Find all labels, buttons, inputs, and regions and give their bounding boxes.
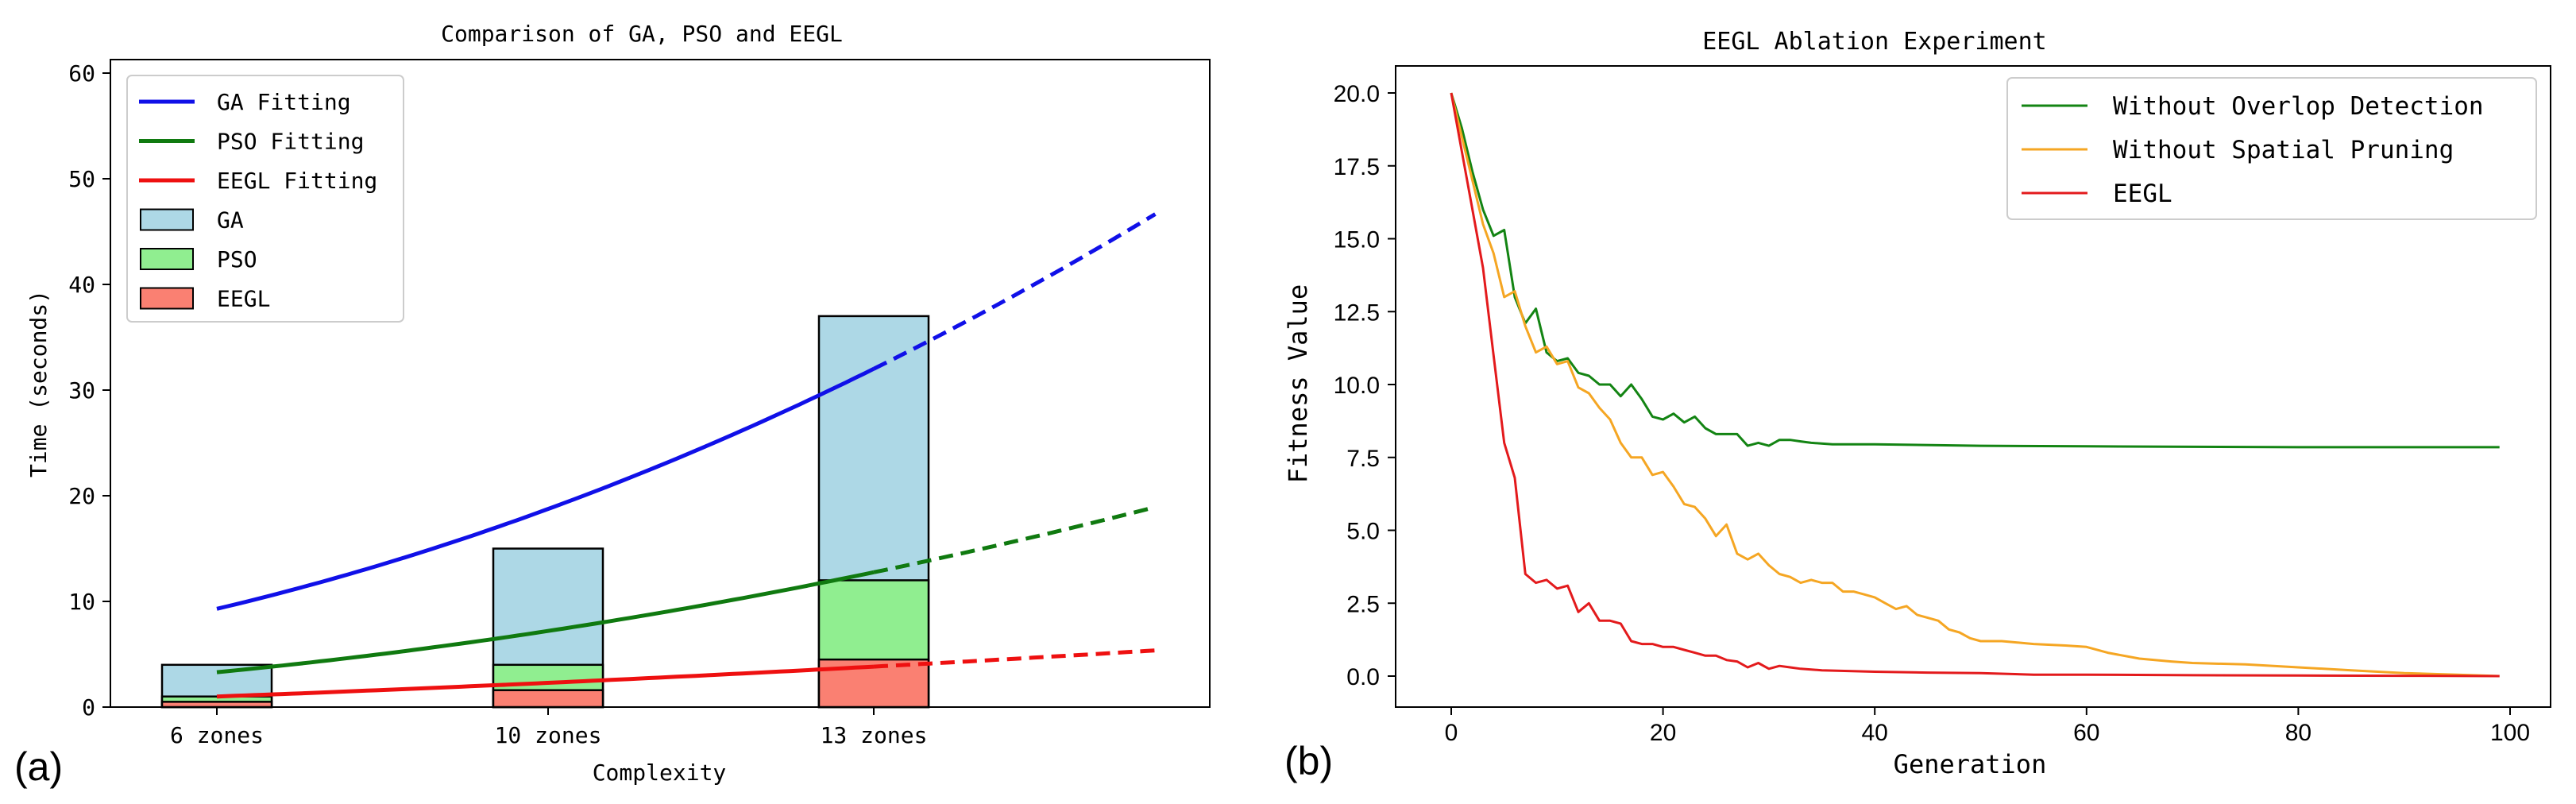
panel-b-axes-frame <box>1395 65 2551 708</box>
y-tick-label: 12.5 <box>1334 300 1380 326</box>
panel-b-plot-area <box>1450 92 2500 678</box>
x-tick-label: 10 zones <box>495 722 602 748</box>
legend-label: Without Overlop Detection <box>2113 92 2484 121</box>
legend-label: EEGL Fitting <box>217 168 377 194</box>
panel-b-x-ticks: 0 20 40 60 80 100 <box>1445 707 2530 746</box>
x-tick-label: 20 <box>1650 720 1676 746</box>
panel-b-label: (b) <box>1284 739 1333 783</box>
panel-a-legend: GA Fitting PSO Fitting EEGL Fitting GA PSO EE… <box>126 75 404 323</box>
y-tick-label: 5.0 <box>1346 519 1380 545</box>
x-tick-label: 0 <box>1445 720 1458 746</box>
series-line-eegl <box>1450 92 2500 678</box>
y-tick-label: 60 <box>68 60 95 87</box>
legend-frame <box>2006 77 2537 220</box>
x-tick-label: 13 zones <box>821 722 928 748</box>
legend-label: Without Spatial Pruning <box>2113 136 2454 164</box>
eegl-fitting-dashed <box>873 648 1156 669</box>
y-tick-label: 7.5 <box>1346 446 1380 472</box>
legend-bar-swatch <box>140 208 194 231</box>
x-tick-label: 40 <box>1862 720 1888 746</box>
y-tick-label: 40 <box>68 272 95 298</box>
y-tick-label: 10.0 <box>1334 373 1380 399</box>
ga-fitting-solid <box>216 366 875 611</box>
y-tick-label: 17.5 <box>1334 154 1380 180</box>
panel-b-ylabel: Fitness Value <box>1283 284 1313 483</box>
panel-a-title: Comparison of GA, PSO and EEGL <box>441 21 843 47</box>
x-tick-label: 6 zones <box>170 722 264 748</box>
panel-a: Comparison of GA, PSO and EEGL 6 zones 10… <box>14 21 1211 789</box>
pso-fitting-solid <box>216 570 875 675</box>
legend-label: PSO Fitting <box>217 129 364 155</box>
ga-fitting-dashed <box>872 212 1157 371</box>
series-line-without-spatial-pruning <box>1450 92 2500 678</box>
legend-label: PSO <box>217 246 257 273</box>
y-tick-label: 50 <box>68 166 95 192</box>
y-tick-label: 2.5 <box>1346 591 1380 617</box>
panel-b-title: EEGL Ablation Experiment <box>1702 28 2046 56</box>
panel-a-axes-frame <box>110 59 1211 708</box>
y-tick-label: 30 <box>68 377 95 404</box>
panel-b: EEGL Ablation Experiment 0 20 40 60 80 100 0.… <box>1283 28 2551 783</box>
panel-a-ylabel: Time (seconds) <box>25 290 52 477</box>
x-tick-label: 60 <box>2073 720 2099 746</box>
legend-label: EEGL <box>2113 180 2172 208</box>
legend-label: GA <box>217 207 244 234</box>
eegl-fitting-solid <box>216 664 875 699</box>
y-tick-label: 0 <box>82 694 95 721</box>
panel-b-legend: Without Overlop Detection Without Spatial… <box>2006 77 2537 220</box>
bar-eegl-10-zones <box>492 689 604 709</box>
panel-a-x-ticks: 6 zones 10 zones 13 zones <box>170 707 927 748</box>
legend-bar-swatch <box>140 248 194 270</box>
panel-b-y-ticks: 0.0 2.5 5.0 7.5 10.0 12.5 15.0 17.5 20.0 <box>1334 81 1396 690</box>
panel-a-y-ticks: 0 10 20 30 40 50 60 <box>68 60 110 721</box>
panel-a-label: (a) <box>14 744 63 789</box>
pso-fitting-dashed <box>873 504 1157 574</box>
y-tick-label: 20.0 <box>1334 81 1380 107</box>
legend-frame <box>126 75 404 323</box>
x-tick-label: 80 <box>2285 720 2311 746</box>
panel-a-plot-area <box>160 212 1157 709</box>
legend-bar-swatch <box>140 287 194 310</box>
legend-label: EEGL <box>217 286 270 312</box>
y-tick-label: 15.0 <box>1334 227 1380 253</box>
legend-label: GA Fitting <box>217 89 351 115</box>
panel-a-xlabel: Complexity <box>593 760 727 786</box>
x-tick-label: 100 <box>2490 720 2530 746</box>
y-tick-label: 0.0 <box>1346 664 1380 690</box>
y-tick-label: 10 <box>68 589 95 615</box>
panel-b-xlabel: Generation <box>1894 749 2047 779</box>
y-tick-label: 20 <box>68 483 95 509</box>
